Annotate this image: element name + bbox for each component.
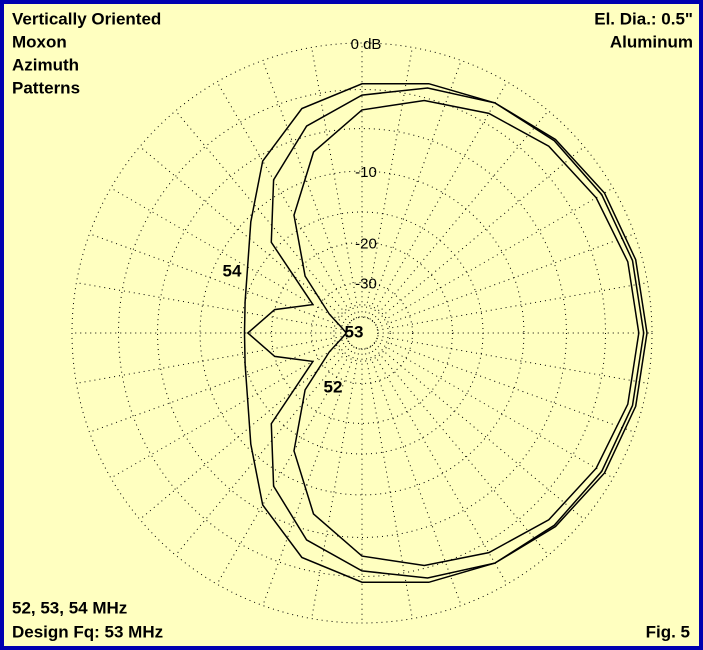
spoke [175, 110, 353, 322]
spoke [216, 346, 355, 585]
grid-ring [333, 304, 391, 362]
figure-label: Fig. 5 [646, 622, 690, 641]
spoke [369, 81, 508, 320]
spoke [377, 335, 648, 384]
grid-ring [311, 282, 413, 384]
spoke [375, 340, 614, 479]
grid-ring [271, 242, 453, 424]
series-label: 54 [223, 261, 242, 280]
spoke [366, 347, 462, 606]
spoke [369, 346, 508, 585]
spoke [89, 233, 348, 329]
spoke [262, 347, 358, 606]
ring-label: -10 [355, 164, 377, 181]
spoke [262, 60, 358, 319]
grid-ring [199, 170, 525, 496]
note-line: Aluminum [610, 32, 693, 51]
title-line: Patterns [12, 78, 80, 97]
spoke [375, 187, 614, 326]
spoke [377, 282, 648, 331]
spoke [175, 344, 353, 556]
spoke [366, 60, 462, 319]
spoke [376, 337, 635, 433]
spoke [89, 337, 348, 433]
spoke [373, 146, 585, 324]
spoke [311, 47, 360, 318]
ring-label: -20 [355, 236, 377, 253]
spoke [364, 348, 413, 619]
series-label: 52 [324, 377, 343, 396]
spoke [76, 335, 347, 384]
grid-ring [118, 89, 606, 577]
pattern-line [293, 99, 640, 567]
grid-ring [345, 316, 379, 350]
grid-ring [71, 42, 653, 624]
spoke [76, 282, 347, 331]
ring-label: 0 dB [351, 36, 382, 53]
ring-label: -30 [355, 275, 377, 292]
spoke [376, 233, 635, 329]
title-line: Vertically Oriented [12, 9, 161, 28]
footer-line: 52, 53, 54 MHz [12, 598, 127, 617]
note-line: El. Dia.: 0.5" [594, 9, 693, 28]
title-line: Moxon [12, 32, 67, 51]
spoke [371, 344, 549, 556]
series-label: 53 [345, 322, 364, 341]
spoke [139, 146, 351, 324]
pattern-line [246, 87, 648, 579]
spoke [139, 342, 351, 520]
spoke [373, 342, 585, 520]
footer-line: Design Fq: 53 MHz [12, 622, 163, 641]
spoke [364, 47, 413, 318]
grid-ring [157, 128, 567, 538]
title-line: Azimuth [12, 55, 79, 74]
spoke [371, 110, 549, 322]
spoke [110, 187, 349, 326]
grid-ring [240, 211, 484, 455]
spoke [110, 340, 349, 479]
spoke [311, 348, 360, 619]
spoke [216, 81, 355, 320]
